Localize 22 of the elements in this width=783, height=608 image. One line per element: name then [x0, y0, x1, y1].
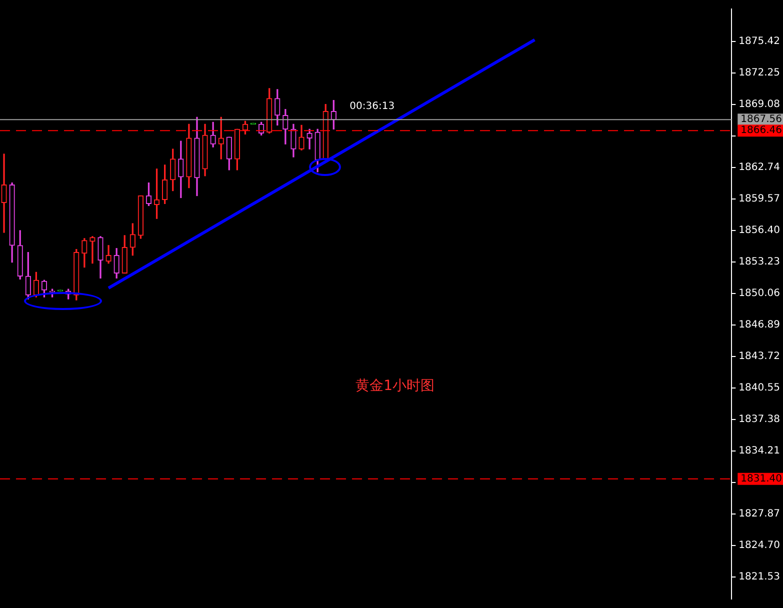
y-tick-label: 1875.42: [738, 36, 780, 48]
y-tick-label: 1869.08: [738, 99, 780, 110]
ref-line-label: 1866.46: [740, 125, 782, 136]
y-tick-label: 1856.40: [738, 225, 780, 236]
y-tick-label: 1862.74: [738, 162, 780, 174]
y-tick-label: 1853.23: [738, 256, 780, 268]
y-tick-label: 1840.55: [738, 382, 780, 394]
y-tick-label: 1843.72: [738, 351, 780, 362]
y-tick-label: 1846.89: [738, 320, 780, 331]
candlestick: [90, 236, 96, 264]
y-tick-label: 1827.87: [738, 508, 780, 520]
ref-line-label: 1867.56: [740, 114, 782, 126]
y-tick-label: 1872.25: [738, 68, 780, 79]
annotation: 黄金1小时图: [356, 378, 435, 394]
y-tick-label: 1850.06: [738, 288, 780, 300]
y-tick-label: 1837.38: [738, 414, 780, 426]
y-tick-label: 1834.21: [738, 446, 780, 456]
y-tick-label: 1859.57: [738, 194, 780, 205]
annotation: 00:36:13: [350, 101, 395, 112]
ref-line-label: 1831.40: [740, 473, 782, 484]
y-tick-label: 1824.70: [738, 540, 780, 551]
y-tick-label: 1821.53: [738, 571, 780, 582]
